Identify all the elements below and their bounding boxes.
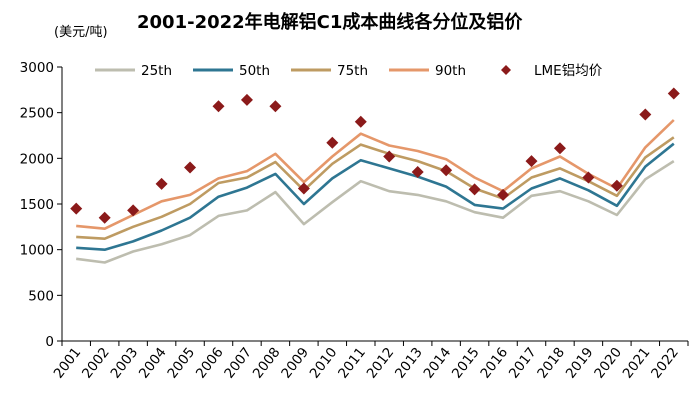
legend-label: LME铝均价 bbox=[534, 63, 603, 79]
lme-price-marker bbox=[582, 171, 595, 184]
x-tick-label: 2013 bbox=[392, 345, 426, 382]
chart-title: 2001-2022年电解铝C1成本曲线各分位及铝价 bbox=[137, 11, 523, 33]
series-markers bbox=[70, 87, 680, 224]
lme-price-marker bbox=[440, 164, 453, 177]
y-tick-label: 2500 bbox=[20, 106, 54, 122]
x-tick-label: 2002 bbox=[79, 345, 113, 382]
x-tick-label: 2018 bbox=[534, 345, 568, 382]
y-tick-label: 0 bbox=[45, 334, 54, 350]
series-line-75th bbox=[76, 136, 675, 240]
series-line-25th bbox=[76, 160, 675, 264]
x-tick-label: 2004 bbox=[136, 345, 170, 382]
lme-price-marker bbox=[184, 161, 197, 174]
x-tick-label: 2012 bbox=[364, 345, 398, 382]
unit-label: (美元/吨) bbox=[54, 25, 108, 40]
series-line-90th bbox=[76, 119, 675, 230]
x-tick-label: 2020 bbox=[591, 345, 625, 382]
series-line-50th bbox=[76, 142, 675, 251]
x-tick-label: 2005 bbox=[164, 345, 198, 382]
x-tick-label: 2009 bbox=[278, 345, 312, 382]
lme-price-marker bbox=[70, 202, 83, 215]
x-tick-label: 2007 bbox=[221, 345, 255, 382]
lme-price-marker bbox=[383, 150, 396, 163]
lme-price-marker bbox=[639, 108, 652, 121]
lme-price-marker bbox=[326, 136, 339, 149]
lme-price-marker bbox=[667, 87, 680, 100]
lme-price-marker bbox=[468, 183, 481, 196]
lme-price-marker bbox=[127, 204, 140, 217]
legend-label: 90th bbox=[435, 63, 466, 79]
lme-price-marker bbox=[354, 115, 367, 128]
lme-price-marker bbox=[240, 93, 253, 106]
y-tick-label: 1500 bbox=[20, 197, 54, 213]
lme-price-marker bbox=[212, 100, 225, 113]
lme-price-marker bbox=[411, 166, 424, 179]
lme-price-marker bbox=[525, 155, 538, 168]
x-tick-label: 2011 bbox=[335, 345, 369, 382]
lme-price-marker bbox=[155, 177, 168, 190]
y-tick-label: 3000 bbox=[20, 60, 54, 76]
series-lines bbox=[76, 119, 675, 264]
legend-label: 50th bbox=[239, 63, 270, 79]
x-tick-label: 2022 bbox=[648, 345, 682, 382]
x-tick-label: 2008 bbox=[250, 345, 284, 382]
lme-price-marker bbox=[297, 182, 310, 195]
x-tick-label: 2016 bbox=[477, 345, 511, 382]
x-tick-label: 2021 bbox=[620, 345, 654, 382]
y-tick-label: 2000 bbox=[20, 151, 54, 167]
lme-price-marker bbox=[610, 179, 623, 192]
y-tick-label: 500 bbox=[28, 288, 54, 304]
x-tick-label: 2019 bbox=[563, 345, 597, 382]
legend: 25th 50th 75th 90th LME铝均价 bbox=[95, 63, 603, 79]
lme-price-marker bbox=[497, 188, 510, 201]
legend-label: 75th bbox=[337, 63, 368, 79]
x-tick-label: 2003 bbox=[108, 345, 142, 382]
legend-label: 25th bbox=[141, 63, 172, 79]
lme-price-marker bbox=[98, 211, 111, 224]
x-tick-label: 2001 bbox=[51, 345, 85, 382]
x-tick-label: 2015 bbox=[449, 345, 483, 382]
y-tick-label: 1000 bbox=[20, 243, 54, 259]
legend-swatch-lme bbox=[501, 65, 511, 75]
x-tick-label: 2010 bbox=[307, 345, 341, 382]
x-tick-label: 2014 bbox=[421, 345, 455, 382]
x-tick-label: 2017 bbox=[506, 345, 540, 382]
lme-price-marker bbox=[269, 100, 282, 113]
lme-price-marker bbox=[553, 142, 566, 155]
x-tick-label: 2006 bbox=[193, 345, 227, 382]
